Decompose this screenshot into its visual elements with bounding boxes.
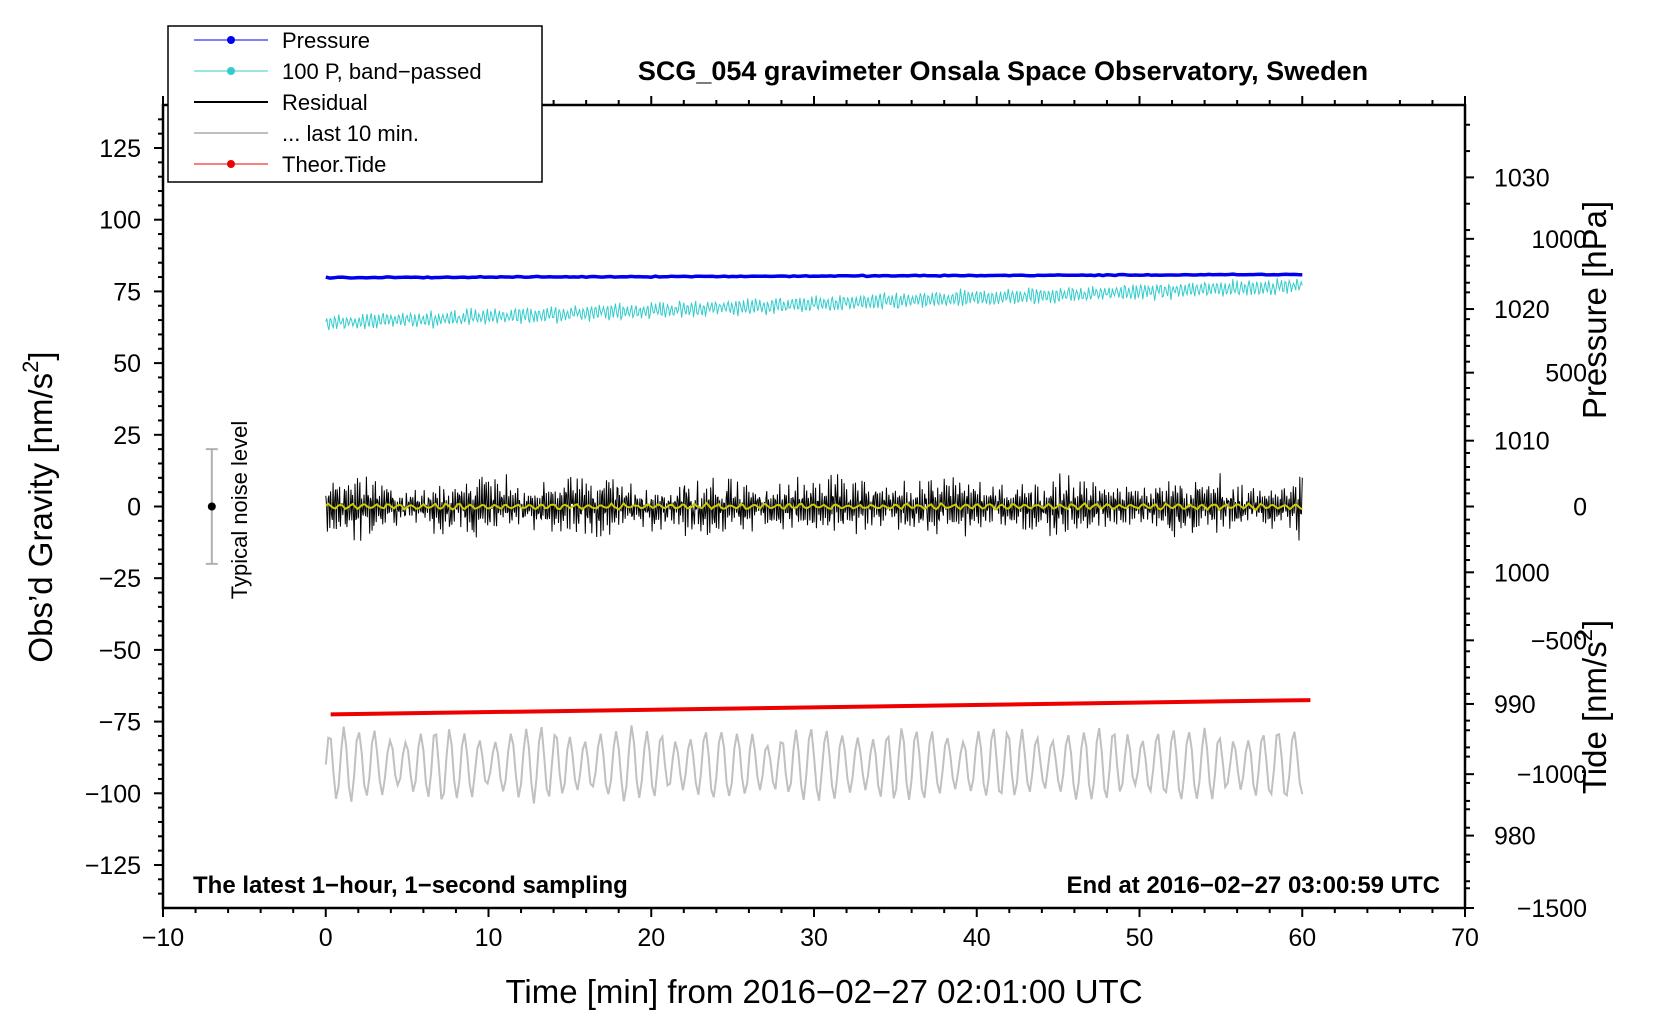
pressure-tick-label: 990 bbox=[1494, 691, 1536, 719]
noise-bar-dot bbox=[207, 502, 216, 511]
series-residual bbox=[325, 473, 1303, 541]
pressure-tick-label: 1020 bbox=[1494, 296, 1550, 324]
y-left-tick-label: −125 bbox=[85, 852, 141, 880]
x-tick-label: 20 bbox=[637, 924, 665, 952]
y-left-tick-label: −100 bbox=[85, 780, 141, 808]
y-left-tick-label: 125 bbox=[99, 135, 141, 163]
legend-label: Residual bbox=[282, 90, 368, 115]
legend-label: Pressure bbox=[282, 28, 370, 53]
pressure-tick-label: 1000 bbox=[1494, 559, 1550, 587]
legend-marker bbox=[227, 160, 235, 168]
pressure-tick-label: 1010 bbox=[1494, 428, 1550, 456]
x-axis-label: Time [min] from 2016−02−27 02:01:00 UTC bbox=[505, 973, 1142, 1010]
series-last-10-min bbox=[324, 725, 1304, 804]
annotation-end-time: End at 2016−02−27 03:00:59 UTC bbox=[1066, 872, 1440, 899]
y-left-tick-label: −75 bbox=[99, 709, 141, 737]
annotation-sampling: The latest 1−hour, 1−second sampling bbox=[193, 872, 628, 899]
x-tick-label: −10 bbox=[142, 924, 184, 952]
x-tick-label: 10 bbox=[475, 924, 503, 952]
series-band-passed bbox=[325, 278, 1303, 331]
x-tick-label: 0 bbox=[319, 924, 333, 952]
tide-tick-label: −500 bbox=[1531, 627, 1587, 655]
legend-label: Theor.Tide bbox=[282, 152, 386, 177]
tide-tick-label: 0 bbox=[1573, 494, 1587, 522]
legend-marker bbox=[227, 36, 235, 44]
tide-tick-label: −1500 bbox=[1517, 895, 1587, 923]
y-left-tick-label: 50 bbox=[113, 350, 141, 378]
pressure-axis-label: Pressure [hPa] bbox=[1576, 201, 1613, 419]
tide-tick-label: 1000 bbox=[1531, 226, 1587, 254]
y-left-tick-label: −50 bbox=[99, 637, 141, 665]
x-tick-label: 70 bbox=[1451, 924, 1479, 952]
tide-tick-label: 500 bbox=[1545, 360, 1587, 388]
series-group bbox=[324, 272, 1311, 804]
x-tick-label: 40 bbox=[963, 924, 991, 952]
y-left-tick-label: 25 bbox=[113, 422, 141, 450]
y-left-tick-label: −25 bbox=[99, 565, 141, 593]
tide-axis-label: Tide [nm/s2] bbox=[1572, 620, 1613, 794]
series-pressure bbox=[325, 272, 1303, 280]
pressure-tick-label: 980 bbox=[1494, 823, 1536, 851]
pressure-tick-label: 1030 bbox=[1494, 164, 1550, 192]
x-axis-ticks: −10 0 10 20 30 40 50 60 70 bbox=[142, 96, 1479, 952]
legend-box bbox=[167, 25, 543, 183]
chart-title: SCG_054 gravimeter Onsala Space Observat… bbox=[638, 56, 1368, 86]
noise-level-bar bbox=[205, 448, 218, 565]
x-tick-label: 50 bbox=[1126, 924, 1154, 952]
y-left-axis-label: Obs’d Gravity [nm/s2] bbox=[18, 351, 59, 662]
tide-tick-label: −1000 bbox=[1517, 761, 1587, 789]
y-left-tick-label: 100 bbox=[99, 207, 141, 235]
pressure-axis-ticks: 1030 1020 1010 1000 990 980 bbox=[1465, 123, 1550, 890]
legend-label: 100 P, band−passed bbox=[282, 59, 482, 84]
series-residual-smoothed bbox=[325, 501, 1303, 512]
y-left-axis-ticks: 125 100 75 50 25 0 −25 −50 −75 −100 −125 bbox=[85, 118, 163, 895]
noise-level-label: Typical noise level bbox=[227, 421, 252, 600]
tide-axis-ticks: 1000 500 0 −500 −1000 −1500 bbox=[1465, 226, 1587, 923]
y-left-tick-label: 0 bbox=[127, 494, 141, 522]
series-theor-tide bbox=[330, 698, 1311, 717]
legend-label: ... last 10 min. bbox=[282, 121, 419, 146]
legend-marker bbox=[227, 67, 235, 75]
x-tick-label: 30 bbox=[800, 924, 828, 952]
x-tick-label: 60 bbox=[1288, 924, 1316, 952]
legend: Pressure 100 P, band−passed Residual ... la… bbox=[167, 25, 543, 183]
y-left-tick-label: 75 bbox=[113, 278, 141, 306]
